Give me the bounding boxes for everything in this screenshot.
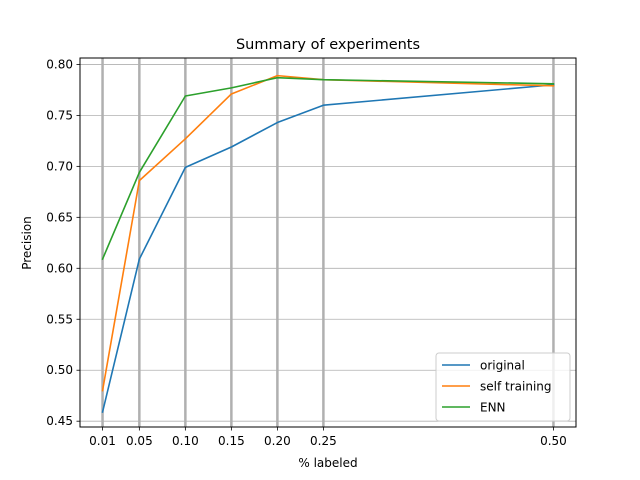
legend: original self training ENN: [435, 352, 571, 422]
legend-label: ENN: [480, 401, 506, 415]
x-tick-label: 0.15: [218, 434, 245, 448]
plot-frame: [79, 57, 577, 428]
y-tick-label: 0.65: [46, 210, 73, 224]
grid: [80, 58, 576, 427]
y-tick-label: 0.75: [46, 108, 73, 122]
y-axis-ticks: 0.45 0.50 0.55 0.60 0.65 0.70 0.75 0.80: [46, 57, 80, 428]
y-axis-label: Precision: [20, 216, 34, 270]
x-tick-label: 0.25: [310, 434, 337, 448]
legend-label: self training: [480, 380, 552, 394]
y-tick-label: 0.70: [46, 159, 73, 173]
x-axis-label: % labeled: [298, 456, 357, 470]
axes: [79, 57, 577, 428]
x-tick-label: 0.05: [126, 434, 153, 448]
y-tick-label: 0.80: [46, 57, 73, 71]
chart-title: Summary of experiments: [236, 37, 420, 53]
series-line-ENN: [101, 76, 555, 261]
series-lines: [101, 74, 555, 413]
y-tick-label: 0.60: [46, 261, 73, 275]
y-tick-label: 0.45: [46, 414, 73, 428]
x-axis-ticks: 0.01 0.05 0.10 0.15 0.20 0.25 0.50: [89, 427, 567, 448]
series-line-self-training: [101, 74, 555, 392]
x-tick-label: 0.01: [89, 434, 116, 448]
x-tick-label: 0.20: [264, 434, 291, 448]
x-tick-label: 0.50: [540, 434, 567, 448]
x-tick-label: 0.10: [172, 434, 199, 448]
legend-box: [435, 352, 571, 422]
legend-label: original: [480, 359, 525, 373]
series-line-original: [101, 83, 555, 413]
y-tick-label: 0.50: [46, 363, 73, 377]
y-tick-label: 0.55: [46, 312, 73, 326]
